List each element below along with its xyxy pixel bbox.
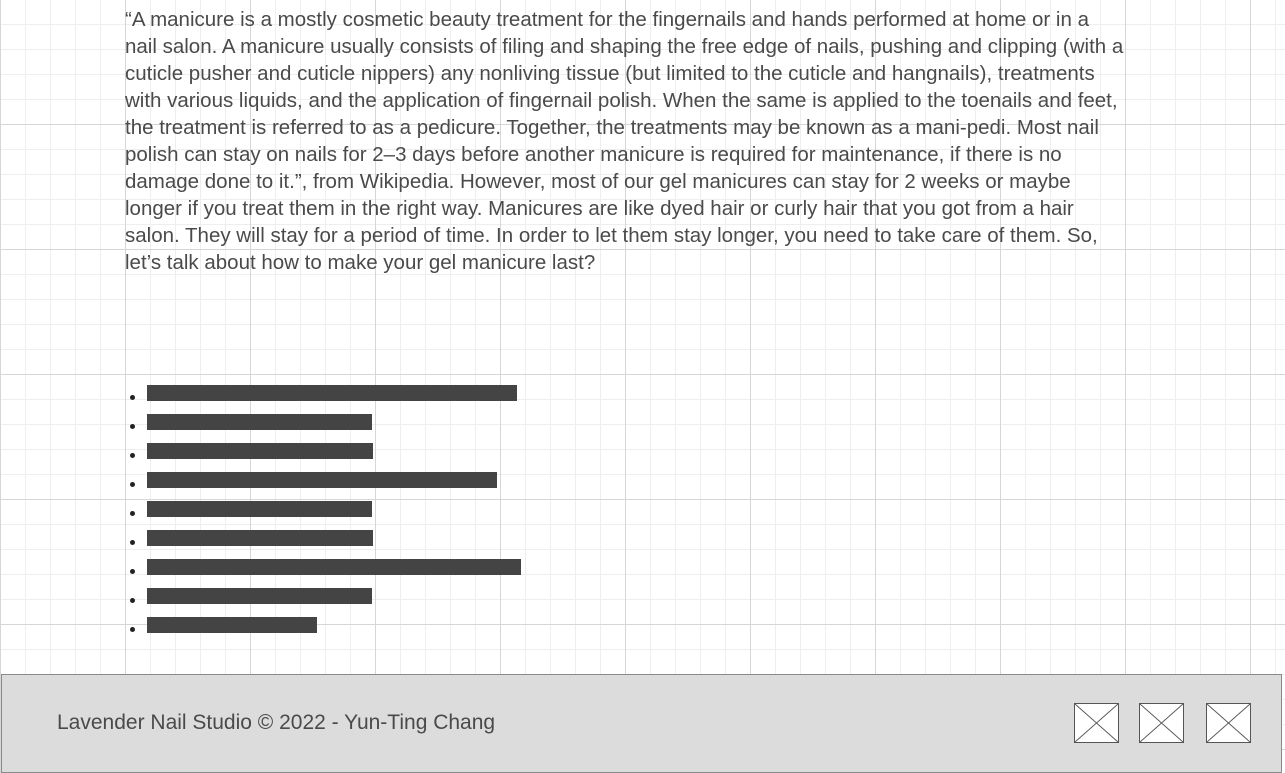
bullet-icon — [130, 511, 135, 516]
image-placeholder-icon — [1140, 704, 1183, 742]
redacted-text-bar — [147, 530, 373, 546]
social-link-3[interactable] — [1206, 703, 1251, 743]
redacted-text-bar — [147, 559, 521, 575]
redacted-text-bar — [147, 472, 497, 488]
list-item[interactable] — [125, 472, 521, 497]
image-placeholder-icon — [1075, 704, 1118, 742]
list-item[interactable] — [125, 443, 521, 468]
social-link-2[interactable] — [1139, 703, 1184, 743]
bullet-icon — [130, 453, 135, 458]
redacted-text-bar — [147, 385, 517, 401]
bullet-icon — [130, 598, 135, 603]
tips-list — [125, 381, 521, 642]
bullet-icon — [130, 627, 135, 632]
list-item[interactable] — [125, 414, 521, 439]
list-item[interactable] — [125, 588, 521, 613]
redacted-text-bar — [147, 501, 372, 517]
bullet-icon — [130, 482, 135, 487]
footer-copyright: Lavender Nail Studio © 2022 - Yun-Ting C… — [57, 711, 496, 734]
list-item[interactable] — [125, 530, 521, 555]
list-item[interactable] — [125, 385, 521, 410]
list-item[interactable] — [125, 617, 521, 642]
list-item[interactable] — [125, 501, 521, 526]
intro-paragraph: “A manicure is a mostly cosmetic beauty … — [125, 8, 1124, 274]
social-link-1[interactable] — [1074, 703, 1119, 743]
bullet-icon — [130, 424, 135, 429]
image-placeholder-icon — [1207, 704, 1250, 742]
bullet-icon — [130, 540, 135, 545]
redacted-text-bar — [147, 617, 317, 633]
bullet-icon — [130, 569, 135, 574]
redacted-text-bar — [147, 588, 372, 604]
site-footer: Lavender Nail Studio © 2022 - Yun-Ting C… — [1, 674, 1282, 773]
redacted-text-bar — [147, 443, 373, 459]
redacted-text-bar — [147, 414, 372, 430]
list-item[interactable] — [125, 559, 521, 584]
bullet-icon — [130, 395, 135, 400]
